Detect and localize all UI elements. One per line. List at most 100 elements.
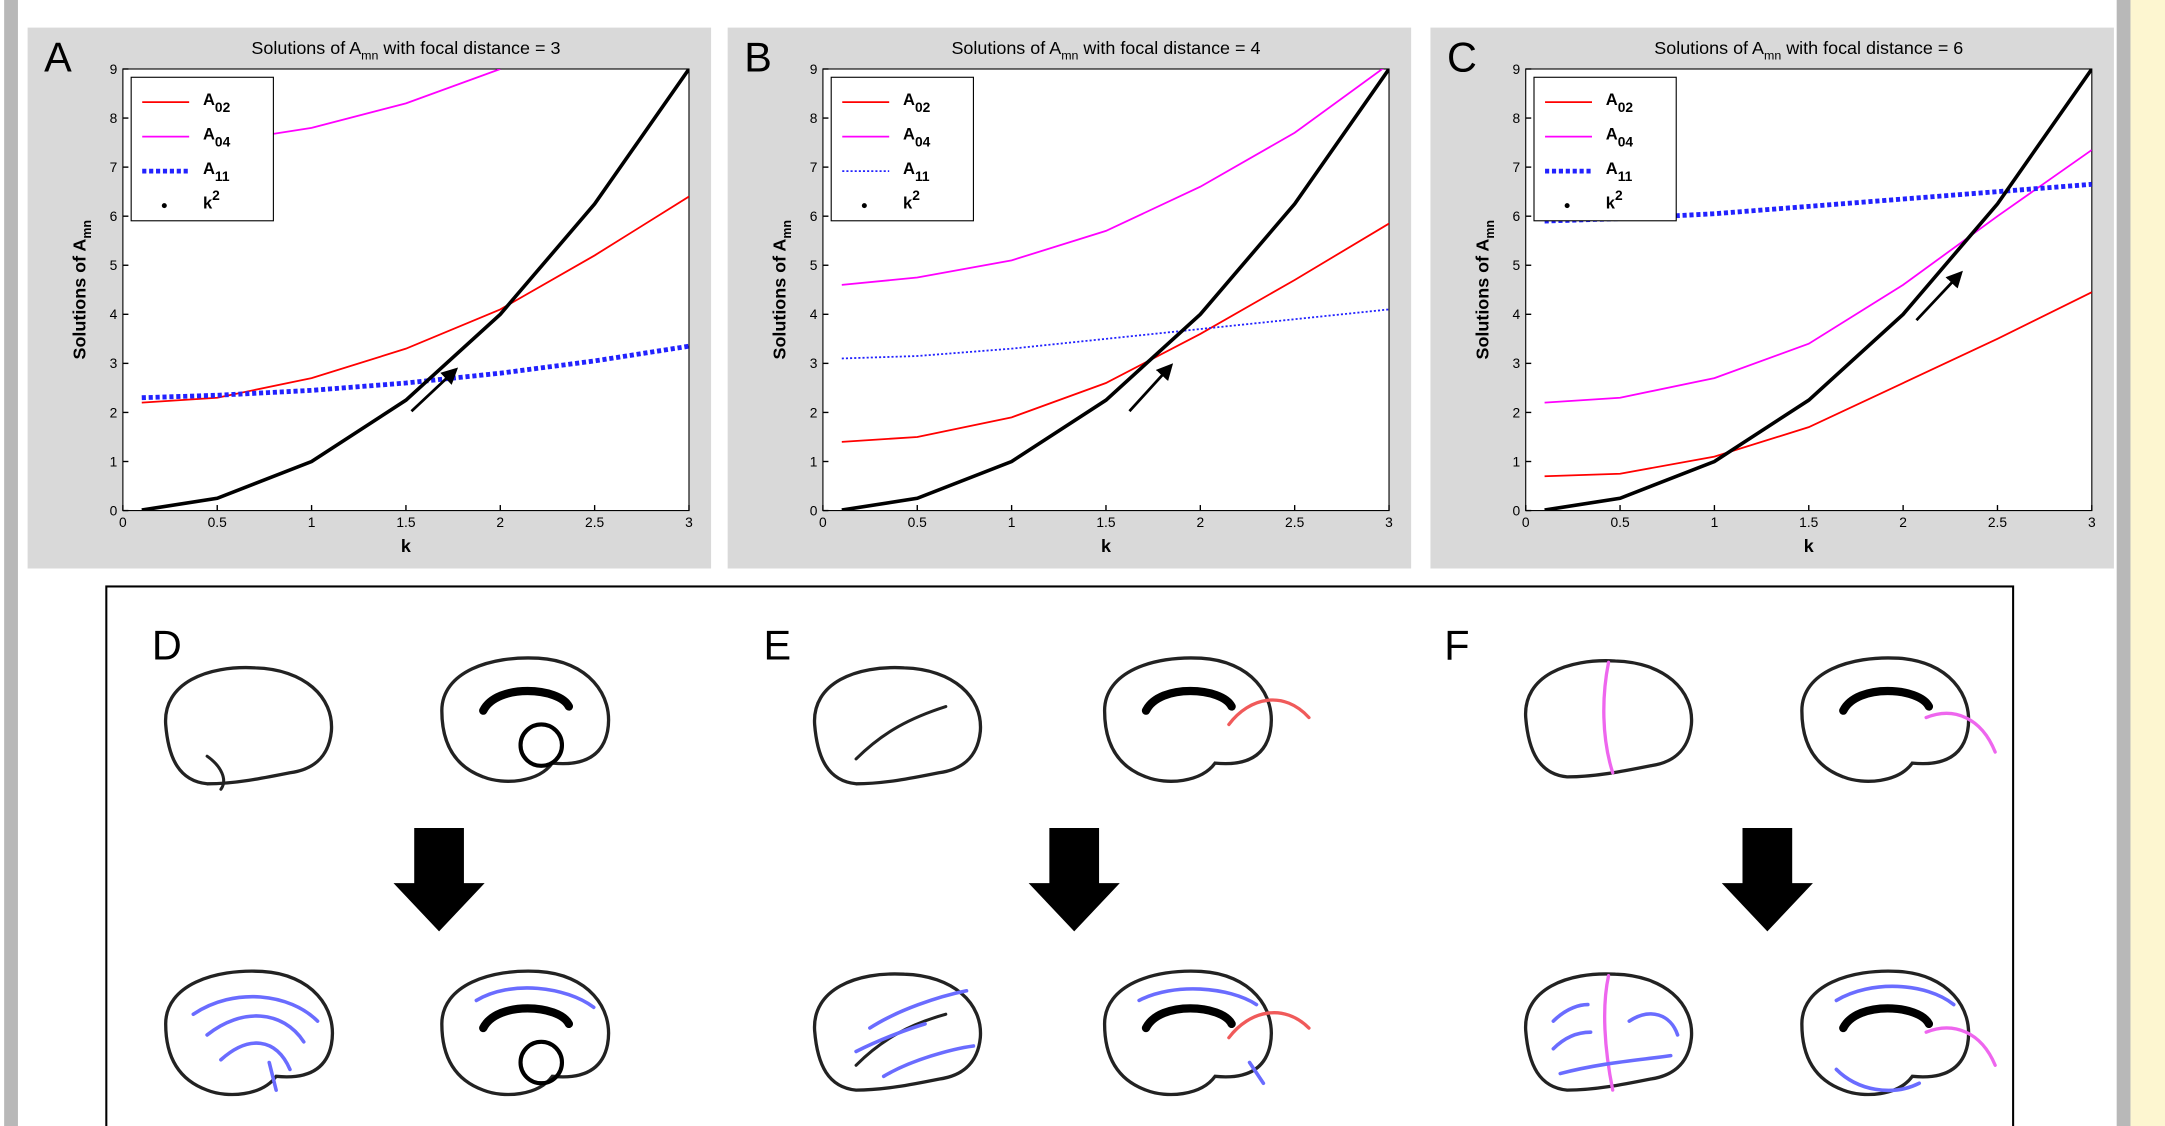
title-subscript: mn [361, 48, 378, 62]
y-tick-label: 7 [110, 160, 118, 175]
x-tick-label: 0.5 [908, 515, 928, 530]
legend-subscript: 04 [215, 134, 231, 149]
y-axis-label: Solutions of Amn [1472, 220, 1497, 359]
title-text: with focal distance = 3 [378, 38, 560, 58]
legend-name: A [203, 124, 215, 143]
legend-superscript: 2 [912, 188, 920, 203]
y-tick-label: 6 [110, 209, 118, 224]
diagram: D E F [105, 585, 2015, 1126]
y-tick-label: 6 [1513, 209, 1521, 224]
y-tick-label: 6 [810, 209, 818, 224]
legend-label: A02 [203, 90, 231, 115]
x-tick-label: 3 [2088, 515, 2096, 530]
chart-title: Solutions of Amn with focal distance = 6 [1654, 38, 1963, 63]
legend-label: k2 [203, 188, 220, 212]
chart-title: Solutions of Amn with focal distance = 3 [251, 38, 560, 63]
y-tick-label: 1 [110, 454, 118, 469]
legend-name: k [903, 193, 913, 212]
right-frame [2116, 0, 2131, 1126]
x-tick-label: 1.5 [396, 515, 416, 530]
x-tick-label: 3 [685, 515, 693, 530]
x-tick-label: 2 [496, 515, 504, 530]
legend-label: A11 [1606, 159, 1633, 184]
legend-subscript: 11 [1618, 169, 1633, 184]
x-tick-label: 0.5 [208, 515, 228, 530]
right-strip [2130, 0, 2165, 1126]
x-axis-label: k [1804, 536, 1814, 556]
title-text: Solutions of A [251, 38, 361, 58]
x-tick-label: 1 [1008, 515, 1016, 530]
y-tick-label: 8 [1513, 111, 1521, 126]
series-line [141, 195, 689, 404]
legend-label: k2 [1606, 188, 1623, 212]
annotation-arrow [410, 367, 459, 413]
legend-label: A04 [203, 124, 231, 149]
y-tick-label: 0 [810, 503, 818, 518]
x-tick-label: 2.5 [1988, 515, 2008, 530]
y-tick-label: 8 [110, 111, 118, 126]
y-tick-label: 4 [1513, 307, 1521, 322]
legend-subscript: 02 [215, 100, 231, 115]
legend-label: A04 [903, 124, 931, 149]
legend-label: A02 [903, 90, 931, 115]
y-label-text: Solutions of A [1472, 239, 1492, 360]
legend-name: A [903, 159, 915, 178]
y-tick-label: 3 [1513, 356, 1521, 371]
x-tick-label: 1 [308, 515, 316, 530]
chart-panel: C Solutions of Amn with focal distance = … [1430, 27, 2114, 569]
y-label-text: Solutions of A [770, 239, 790, 360]
legend-label: A04 [1606, 124, 1634, 149]
legend-label: k2 [903, 188, 920, 212]
series-line [841, 222, 1390, 443]
panel-label: D [152, 623, 182, 669]
legend-name: A [1606, 90, 1618, 109]
y-tick-label: 9 [1513, 62, 1521, 77]
y-label-subscript: mn [1483, 220, 1497, 239]
legend-marker [161, 203, 167, 209]
legend-name: k [203, 193, 213, 212]
y-tick-label: 4 [110, 307, 118, 322]
panel-label: C [1447, 35, 1477, 81]
title-subscript: mn [1764, 48, 1781, 62]
legend-subscript: 11 [915, 169, 930, 184]
legend-box [1533, 76, 1677, 222]
title-text: Solutions of A [951, 38, 1061, 58]
x-tick-label: 0 [819, 515, 827, 530]
legend-label: A02 [1606, 90, 1634, 115]
y-axis-label: Solutions of Amn [770, 220, 795, 359]
legend-subscript: 02 [1618, 100, 1634, 115]
series-line [1544, 68, 2092, 511]
brain-sketches-d [163, 656, 611, 1097]
y-tick-label: 2 [110, 405, 118, 420]
x-tick-label: 0.5 [1610, 515, 1630, 530]
legend-subscript: 04 [915, 134, 931, 149]
y-tick-label: 3 [110, 356, 118, 371]
y-tick-label: 9 [110, 62, 118, 77]
legend-superscript: 2 [212, 188, 220, 203]
legend-name: A [903, 90, 915, 109]
y-label-subscript: mn [80, 220, 94, 239]
legend-marker [861, 203, 867, 209]
panel-label: F [1444, 623, 1469, 669]
legend-name: A [203, 159, 215, 178]
x-tick-label: 1.5 [1096, 515, 1116, 530]
x-tick-label: 1.5 [1799, 515, 1819, 530]
panel-label: B [744, 35, 772, 81]
x-axis-label: k [1101, 536, 1111, 556]
legend-subscript: 11 [215, 169, 230, 184]
legend-box [130, 76, 274, 222]
legend-marker [1564, 203, 1570, 209]
y-tick-label: 4 [810, 307, 818, 322]
y-tick-label: 0 [110, 503, 118, 518]
title-text: with focal distance = 6 [1781, 38, 1963, 58]
x-tick-label: 2 [1899, 515, 1907, 530]
title-text: Solutions of A [1654, 38, 1764, 58]
x-axis-label: k [401, 536, 411, 556]
brain-sketches-f [1523, 656, 1997, 1097]
series-line [1544, 291, 2092, 478]
y-tick-label: 7 [810, 160, 818, 175]
annotation-arrow [1128, 363, 1174, 413]
legend-name: A [1606, 159, 1618, 178]
legend-name: A [903, 124, 915, 143]
